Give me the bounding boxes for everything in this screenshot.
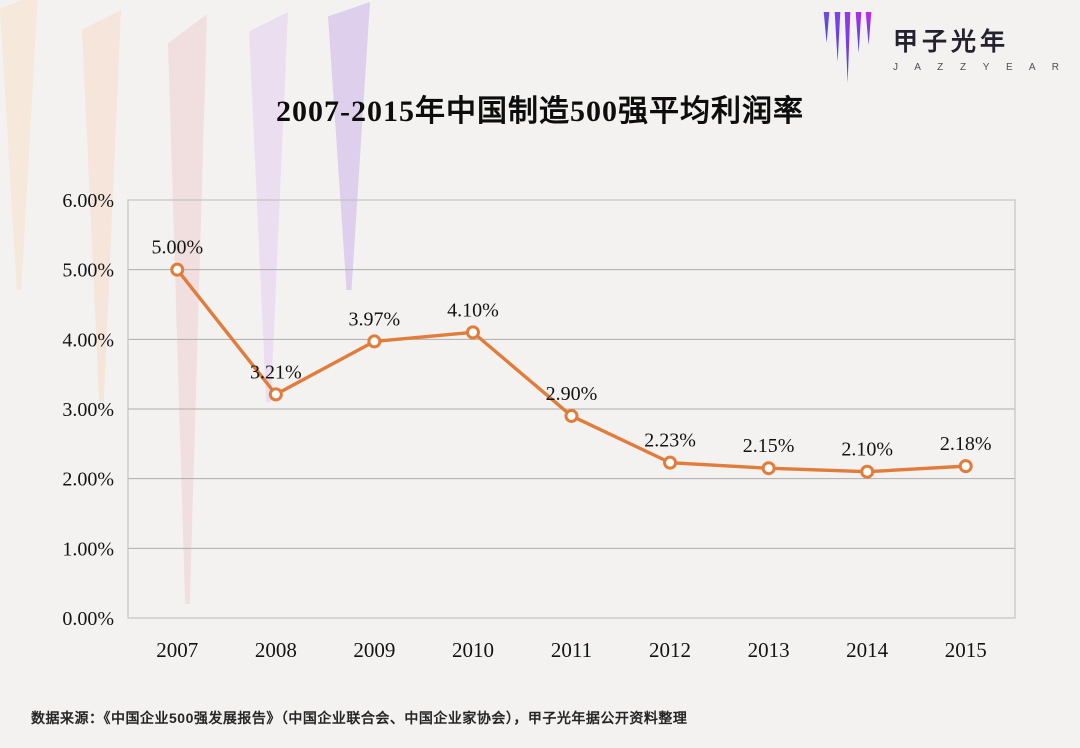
decorative-icicle	[0, 0, 38, 290]
source-note: 数据来源：《中国企业500强发展报告》（中国企业联合会、中国企业家协会），甲子光…	[31, 710, 688, 726]
brand-subtitle: J A Z Z Y E A R	[893, 62, 1066, 73]
chart-title: 2007-2015年中国制造500强平均利润率	[276, 95, 804, 128]
decorative-icicle	[82, 10, 121, 402]
decorative-icicle	[328, 2, 370, 290]
brand-logo: 甲子光年 J A Z Z Y E A R	[823, 8, 1066, 88]
logo-spike-icon	[855, 12, 862, 53]
logo-spikes-icon	[823, 12, 879, 88]
brand-text-block: 甲子光年 J A Z Z Y E A R	[893, 8, 1066, 73]
brand-name: 甲子光年	[893, 29, 1010, 56]
logo-spike-icon	[865, 12, 872, 45]
decorative-icicle	[249, 12, 288, 402]
logo-spike-icon	[844, 12, 851, 83]
logo-spike-icon	[823, 12, 830, 43]
logo-spike-icon	[834, 12, 841, 62]
